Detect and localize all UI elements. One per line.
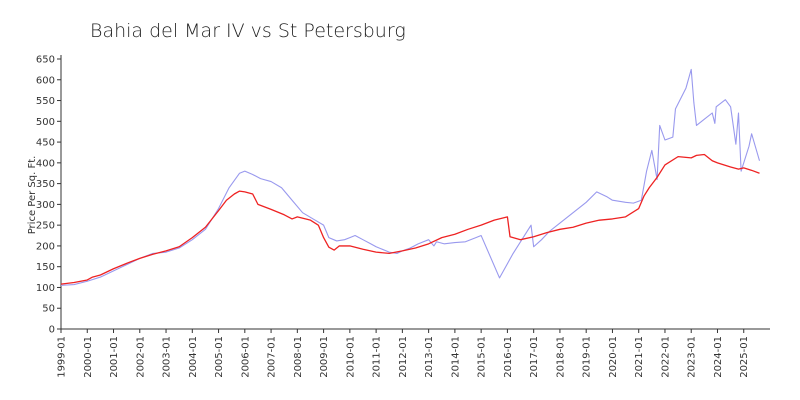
y-ticks: 0 50 100 150 200 250 300 350 400 450 500 550 600 650 — [36, 55, 61, 336]
series-layer — [60, 68, 761, 286]
x-tick-label: 2020-01 — [608, 336, 619, 378]
x-tick-label: 2018-01 — [555, 336, 566, 378]
y-tick-label: 350 — [36, 179, 55, 190]
y-tick-label: 250 — [36, 221, 55, 232]
x-tick-label: 2023-01 — [687, 336, 698, 378]
x-tick-label: 2015-01 — [477, 336, 488, 378]
x-tick-label: 2001-01 — [109, 336, 120, 378]
y-tick-label: 150 — [36, 262, 55, 273]
x-tick-label: 2005-01 — [214, 336, 225, 378]
x-tick-label: 2017-01 — [529, 336, 540, 378]
y-axis-label: Price Per Sq. Ft. — [27, 156, 38, 235]
x-tick-label: 2016-01 — [503, 336, 514, 378]
x-tick-label: 2010-01 — [345, 336, 356, 378]
chart-title: Bahia del Mar IV vs St Petersburg — [90, 20, 406, 42]
y-tick-label: 0 — [49, 325, 55, 336]
x-tick-label: 2003-01 — [162, 336, 173, 378]
y-tick-label: 100 — [36, 283, 55, 294]
y-tick-label: 400 — [36, 158, 55, 169]
x-ticks: 1999-01 2000-01 2001-01 2002-01 2003-01 2004-… — [57, 329, 750, 378]
x-tick-label: 2006-01 — [240, 336, 251, 378]
x-tick-label: 2009-01 — [319, 336, 330, 378]
x-tick-label: 2025-01 — [739, 336, 750, 378]
y-tick-label: 300 — [36, 200, 55, 211]
x-tick-label: 2024-01 — [713, 336, 724, 378]
series-line-2 — [60, 153, 760, 285]
x-tick-label: 2022-01 — [660, 336, 671, 378]
x-tick-label: 2008-01 — [293, 336, 304, 378]
x-tick-label: 2004-01 — [188, 336, 199, 378]
x-tick-label: 2002-01 — [135, 336, 146, 378]
x-tick-label: 2021-01 — [634, 336, 645, 378]
y-tick-label: 50 — [42, 304, 55, 315]
y-tick-label: 650 — [36, 55, 55, 66]
y-tick-label: 550 — [36, 96, 55, 107]
y-tick-label: 600 — [36, 75, 55, 86]
x-tick-label: 2011-01 — [372, 336, 383, 378]
x-tick-label: 1999-01 — [57, 336, 68, 378]
y-tick-label: 200 — [36, 241, 55, 252]
y-tick-label: 500 — [36, 117, 55, 128]
x-tick-label: 2012-01 — [398, 336, 409, 378]
x-tick-label: 2019-01 — [582, 336, 593, 378]
y-axis-label-group: Price Per Sq. Ft. — [27, 156, 38, 235]
x-tick-label: 2013-01 — [424, 336, 435, 378]
x-tick-label: 2007-01 — [267, 336, 278, 378]
y-tick-label: 450 — [36, 138, 55, 149]
x-tick-label: 2014-01 — [450, 336, 461, 378]
series-line-1 — [60, 68, 761, 286]
x-tick-label: 2000-01 — [83, 336, 94, 378]
